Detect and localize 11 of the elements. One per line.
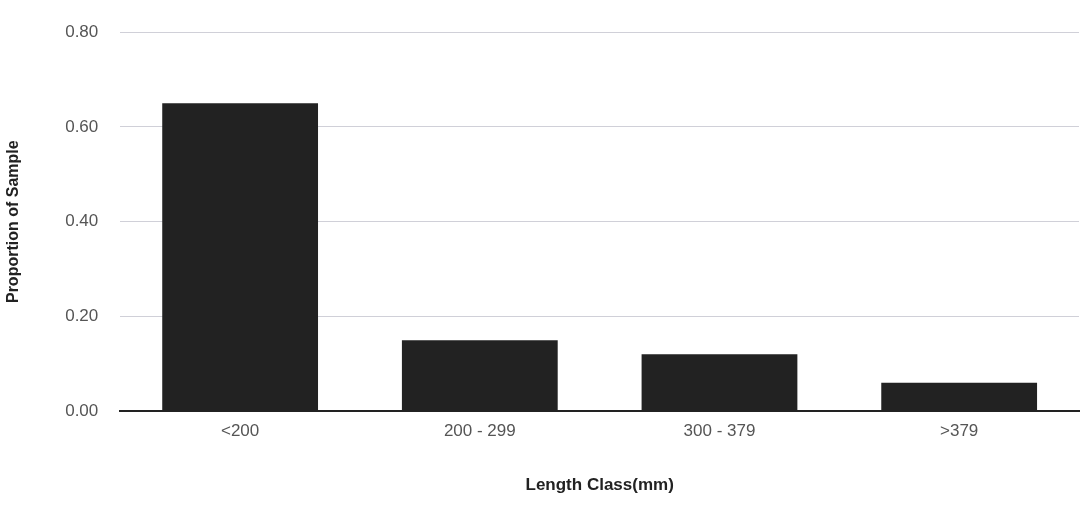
y-tick-label: 0.00 [65,400,99,420]
y-tick-label: 0.80 [65,21,99,41]
y-tick-label: 0.40 [65,211,99,231]
x-tick-label: <200 [220,421,260,441]
y-axis-title: Proportion of Sample [4,140,22,304]
x-tick-label: >379 [940,421,979,441]
y-tick-label: 0.60 [65,116,99,136]
x-axis-title: Length Class(mm) [525,475,674,495]
y-tick-label: 0.20 [65,306,99,326]
x-tick-label: 300 - 379 [683,421,756,441]
x-tick-label: 200 - 299 [443,421,516,441]
